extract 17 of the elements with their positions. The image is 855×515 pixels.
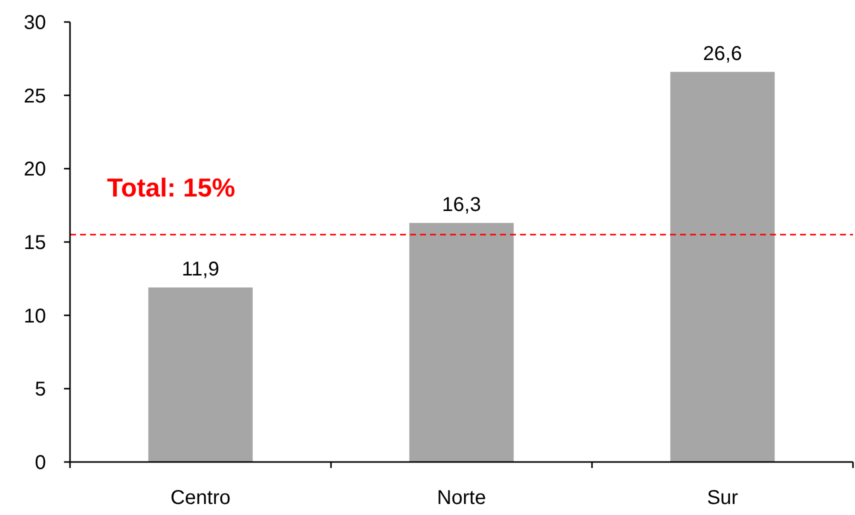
y-tick-label: 10 xyxy=(24,305,46,328)
y-tick-label: 0 xyxy=(34,452,46,474)
x-tick-label: Sur xyxy=(706,487,738,509)
ref-line-label: Total: 15% xyxy=(107,172,236,203)
y-tick-label: 5 xyxy=(34,378,46,401)
y-tick-label: 25 xyxy=(24,85,46,108)
y-tick-label: 20 xyxy=(24,158,46,181)
x-tick-label: Norte xyxy=(437,487,486,509)
x-tick-label: Centro xyxy=(170,487,231,509)
bar xyxy=(148,287,253,462)
data-label: 11,9 xyxy=(182,258,220,280)
bar xyxy=(409,222,514,462)
data-label: 26,6 xyxy=(703,42,742,65)
bar xyxy=(670,72,775,462)
data-label: 16,3 xyxy=(442,194,481,216)
y-tick-label: 15 xyxy=(24,232,46,254)
y-tick-label: 30 xyxy=(24,12,46,34)
